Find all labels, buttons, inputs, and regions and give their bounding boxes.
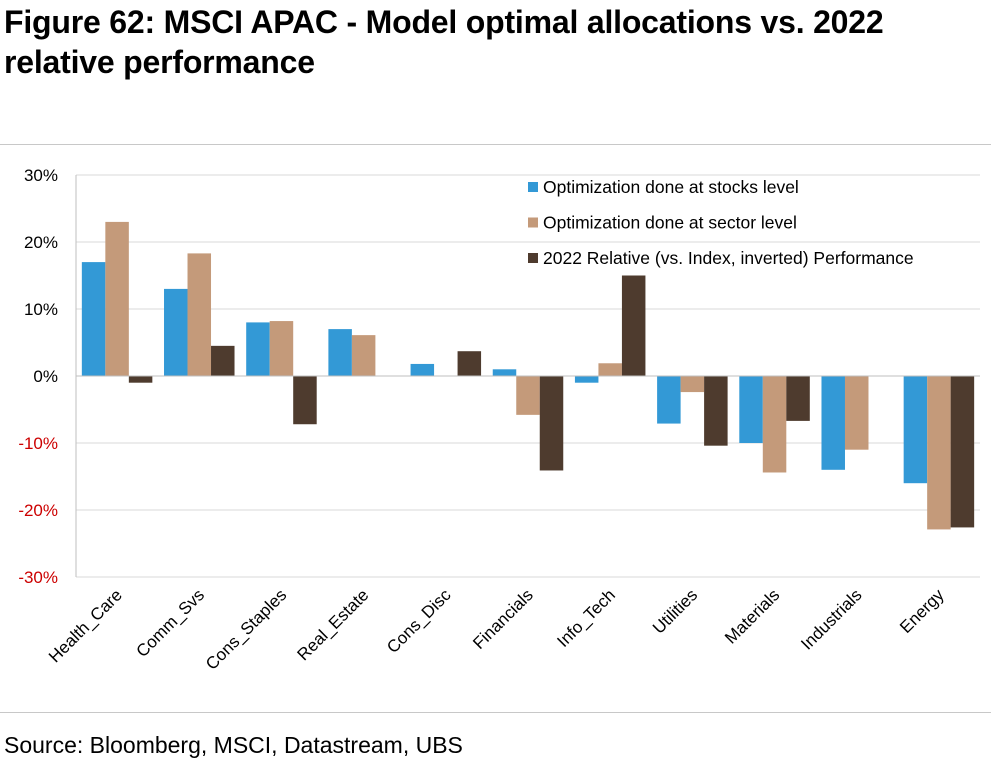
x-category-label: Cons_Staples: [202, 585, 290, 673]
bar-health-care-series-1: [81, 262, 106, 376]
bar-info-tech-series-3: [621, 275, 646, 376]
y-tick-label: 30%: [24, 166, 58, 185]
y-tick-label: 0%: [33, 367, 58, 386]
legend-swatch: [528, 217, 538, 228]
legend-swatch: [528, 253, 538, 263]
legend-label: Optimization done at sector level: [543, 213, 797, 233]
bar-energy-series-3: [950, 376, 975, 528]
top-divider: [0, 144, 991, 145]
x-category-label: Health_Care: [45, 585, 126, 666]
bar-materials-series-3: [786, 376, 810, 421]
y-axis-ticks: 30% 20% 10% 0% -10% -20% -30%: [18, 166, 58, 587]
x-category-label: Info_Tech: [553, 585, 619, 651]
figure-title: Figure 62: MSCI APAC - Model optimal all…: [4, 4, 884, 80]
bar-energy-series-1: [903, 376, 928, 484]
x-category-label: Utilities: [649, 585, 701, 637]
bar-comm-svs-series-3: [211, 345, 235, 376]
bar-energy-series-2: [927, 376, 951, 530]
legend-label: Optimization done at stocks level: [543, 177, 799, 197]
y-tick-label: -10%: [18, 434, 58, 453]
bar-industrials-series-2: [844, 376, 869, 450]
bar-real-estate-series-1: [328, 329, 352, 376]
x-category-label: Materials: [721, 585, 783, 647]
bar-financials-series-2: [516, 376, 540, 415]
source-note: Source: Bloomberg, MSCI, Datastream, UBS: [4, 732, 463, 758]
bar-industrials-series-1: [821, 376, 845, 470]
bar-health-care-series-3: [128, 376, 153, 383]
bar-utilities-series-3: [704, 376, 728, 446]
x-category-label: Industrials: [797, 585, 865, 653]
bar-utilities-series-2: [680, 376, 705, 393]
bar-real-estate-series-2: [351, 335, 376, 376]
bar-cons-disc-series-1: [410, 363, 435, 376]
x-category-label: Financials: [469, 585, 537, 653]
legend-label: 2022 Relative (vs. Index, inverted) Perf…: [543, 248, 914, 268]
bar-info-tech-series-1: [574, 376, 599, 383]
bar-info-tech-series-2: [598, 363, 622, 376]
bar-health-care-series-2: [105, 221, 129, 376]
bottom-divider: [0, 712, 991, 713]
bar-cons-disc-series-3: [457, 351, 482, 376]
bar-materials-series-1: [739, 376, 763, 443]
y-tick-label: 20%: [24, 233, 58, 252]
bar-cons-staples-series-2: [269, 321, 294, 376]
x-category-label: Comm_Svs: [133, 585, 209, 661]
bars: [81, 221, 975, 530]
bar-cons-staples-series-3: [293, 376, 317, 425]
y-tick-label: -30%: [18, 568, 58, 587]
y-tick-label: 10%: [24, 300, 58, 319]
legend: Optimization done at stocks level Optimiz…: [528, 177, 914, 268]
y-tick-label: -20%: [18, 501, 58, 520]
bar-comm-svs-series-1: [164, 288, 188, 376]
bar-financials-series-3: [539, 376, 564, 471]
bar-cons-staples-series-1: [246, 322, 270, 376]
legend-swatch: [528, 182, 538, 192]
bar-utilities-series-1: [657, 376, 681, 424]
x-category-label: Cons_Disc: [383, 585, 455, 657]
bar-materials-series-2: [762, 376, 787, 473]
bar-financials-series-1: [492, 369, 517, 376]
axes: [75, 175, 980, 577]
x-category-label: Real_Estate: [294, 585, 373, 664]
bar-comm-svs-series-2: [187, 253, 212, 376]
x-category-label: Energy: [896, 585, 948, 637]
